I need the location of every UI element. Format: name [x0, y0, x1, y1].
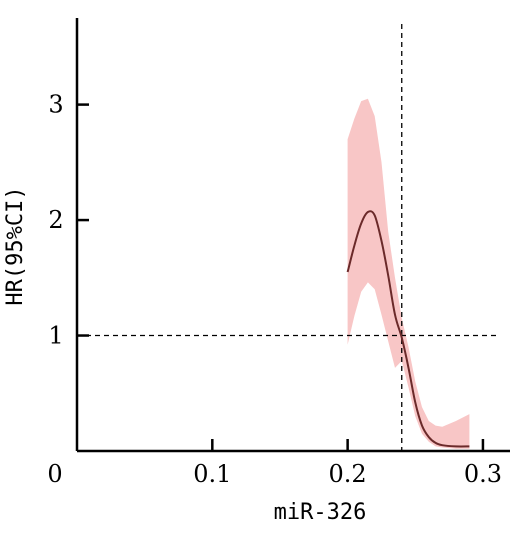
hr-curve	[346, 210, 470, 448]
y-tick-label: 3	[48, 91, 63, 119]
y-tick-label: 1	[48, 322, 63, 350]
x-tick-label: 0.3	[464, 460, 502, 488]
origin-label: 0	[47, 460, 62, 488]
y-tick-label: 2	[48, 206, 63, 234]
x-axis-title: miR-326	[274, 500, 367, 525]
x-tick-label: 0.1	[193, 460, 231, 488]
x-tick-label: 0.2	[329, 460, 367, 488]
y-axis-title: HR(95%CI)	[3, 186, 28, 305]
confidence-band	[347, 98, 470, 449]
plot-area	[77, 24, 500, 451]
axes: 1 2 3 0.1 0.2 0.3	[48, 18, 510, 488]
